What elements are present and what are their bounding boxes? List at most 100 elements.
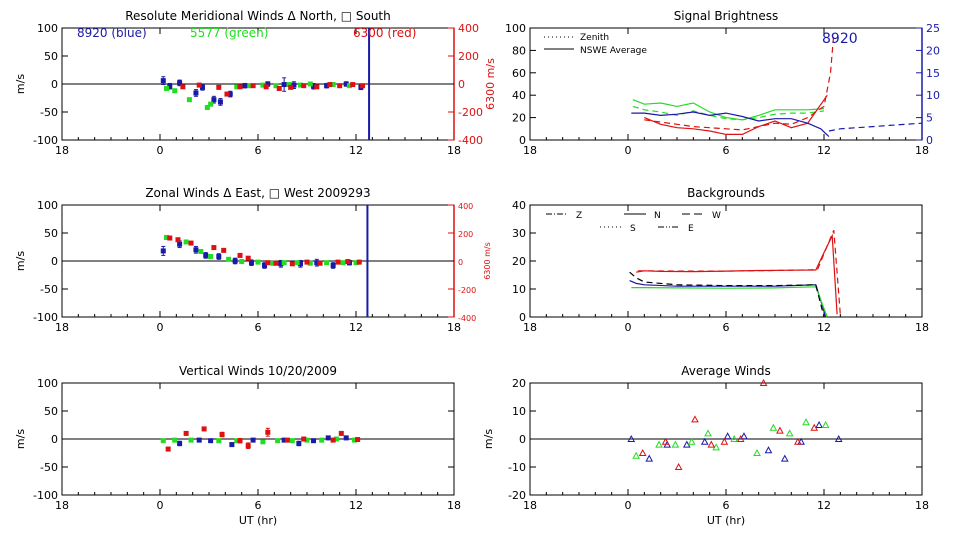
data-point: [245, 255, 251, 261]
y-tick-label: 20: [512, 112, 526, 125]
data-point: [160, 438, 166, 444]
plot-frame: [529, 204, 923, 318]
data-point: [776, 426, 784, 434]
data-point: [802, 418, 810, 426]
x-tick-label: 0: [157, 499, 164, 512]
data-point: [286, 82, 292, 88]
data-point: [340, 260, 346, 266]
data-point: [237, 252, 243, 258]
legend-entry: W: [712, 211, 721, 221]
data-point: [307, 81, 313, 87]
legend-entry: 8920 (blue): [77, 26, 147, 40]
data-point: [769, 423, 778, 431]
x-axis-label: UT (hr): [707, 514, 745, 527]
chart-zonal: Zonal Winds Δ East, □ West 2009293 18 0 6 12…: [14, 186, 492, 334]
x-tick-label: 12: [349, 321, 363, 334]
data-point: [281, 437, 287, 443]
y-axis-label: m/s: [14, 74, 27, 94]
data-point: [208, 254, 214, 260]
y2-axis-label: 6300 m/s: [483, 242, 492, 280]
x-tick-label: 0: [625, 499, 632, 512]
data-point: [167, 83, 173, 89]
y-tick-label: 100: [37, 22, 58, 35]
series-line: [632, 99, 825, 121]
data-point: [211, 97, 217, 103]
data-point: [237, 438, 243, 444]
data-point: [330, 82, 336, 88]
data-point: [311, 83, 317, 89]
data-point: [671, 440, 680, 448]
data-point: [263, 84, 269, 90]
data-point: [780, 454, 789, 462]
data-point: [294, 260, 300, 266]
data-point: [723, 432, 732, 440]
data-point: [289, 261, 295, 267]
data-point: [284, 437, 290, 443]
x-tick-label: 6: [255, 499, 262, 512]
data-point: [314, 84, 320, 90]
chart-title: Backgrounds: [687, 186, 765, 200]
data-point: [346, 83, 352, 89]
data-point: [164, 234, 170, 240]
data-point: [211, 245, 217, 251]
x-tick-label: 18: [447, 499, 461, 512]
data-point: [183, 430, 189, 436]
data-point: [255, 259, 261, 265]
data-point: [314, 260, 320, 266]
data-point: [188, 240, 194, 246]
data-point: [172, 437, 178, 443]
data-point: [204, 105, 210, 111]
data-point: [275, 438, 281, 444]
data-point: [297, 82, 303, 88]
y-tick-label: 30: [512, 227, 526, 240]
data-point: [330, 262, 336, 268]
y-tick-label: 40: [512, 89, 526, 102]
data-point: [327, 82, 333, 88]
data-point: [203, 252, 209, 258]
data-point: [193, 247, 199, 253]
data-point: [198, 248, 204, 254]
chart-title: Signal Brightness: [674, 9, 779, 23]
y-axis-label: m/s: [482, 429, 495, 449]
data-point: [260, 439, 266, 445]
data-point: [291, 82, 297, 88]
data-point: [273, 260, 279, 266]
y2-tick-label: 400: [458, 202, 473, 211]
legend-entry: NSWE Average: [580, 46, 647, 56]
data-point: [700, 437, 709, 445]
legend-entry: Z: [576, 211, 582, 221]
data-point: [216, 438, 222, 444]
data-point: [350, 82, 356, 88]
data-point: [196, 82, 202, 88]
data-point: [815, 420, 823, 428]
y-axis-label: m/s: [14, 429, 27, 449]
data-point: [638, 448, 647, 456]
data-point: [707, 440, 716, 448]
x-tick-label: 12: [349, 499, 363, 512]
x-tick-label: 18: [915, 144, 929, 157]
y-tick-label: 20: [512, 377, 526, 390]
y2-tick-label: 25: [926, 22, 940, 35]
data-point: [227, 91, 233, 97]
data-point: [324, 260, 330, 266]
data-point: [720, 437, 729, 445]
y-tick-label: -50: [40, 106, 58, 119]
x-tick-label: 12: [349, 144, 363, 157]
data-point: [186, 97, 192, 103]
data-point: [196, 437, 202, 443]
x-axis-label: UT (hr): [239, 514, 277, 527]
y-tick-label: 0: [51, 255, 58, 268]
y2-tick-label: 400: [458, 22, 479, 35]
x-tick-label: 12: [817, 499, 831, 512]
data-point: [324, 83, 330, 89]
y-tick-label: 10: [512, 405, 526, 418]
data-point: [335, 259, 341, 265]
data-point: [193, 90, 199, 96]
chart-title: Vertical Winds 10/20/2009: [179, 364, 337, 378]
data-point: [224, 91, 230, 97]
data-point: [234, 84, 240, 90]
legend-entry: S: [630, 224, 636, 234]
